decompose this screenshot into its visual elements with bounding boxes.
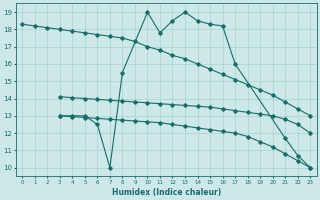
X-axis label: Humidex (Indice chaleur): Humidex (Indice chaleur) (112, 188, 221, 197)
